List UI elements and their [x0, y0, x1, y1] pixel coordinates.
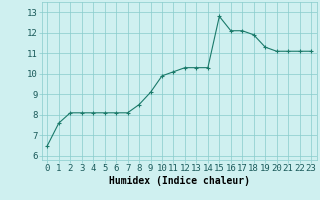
X-axis label: Humidex (Indice chaleur): Humidex (Indice chaleur) [109, 176, 250, 186]
